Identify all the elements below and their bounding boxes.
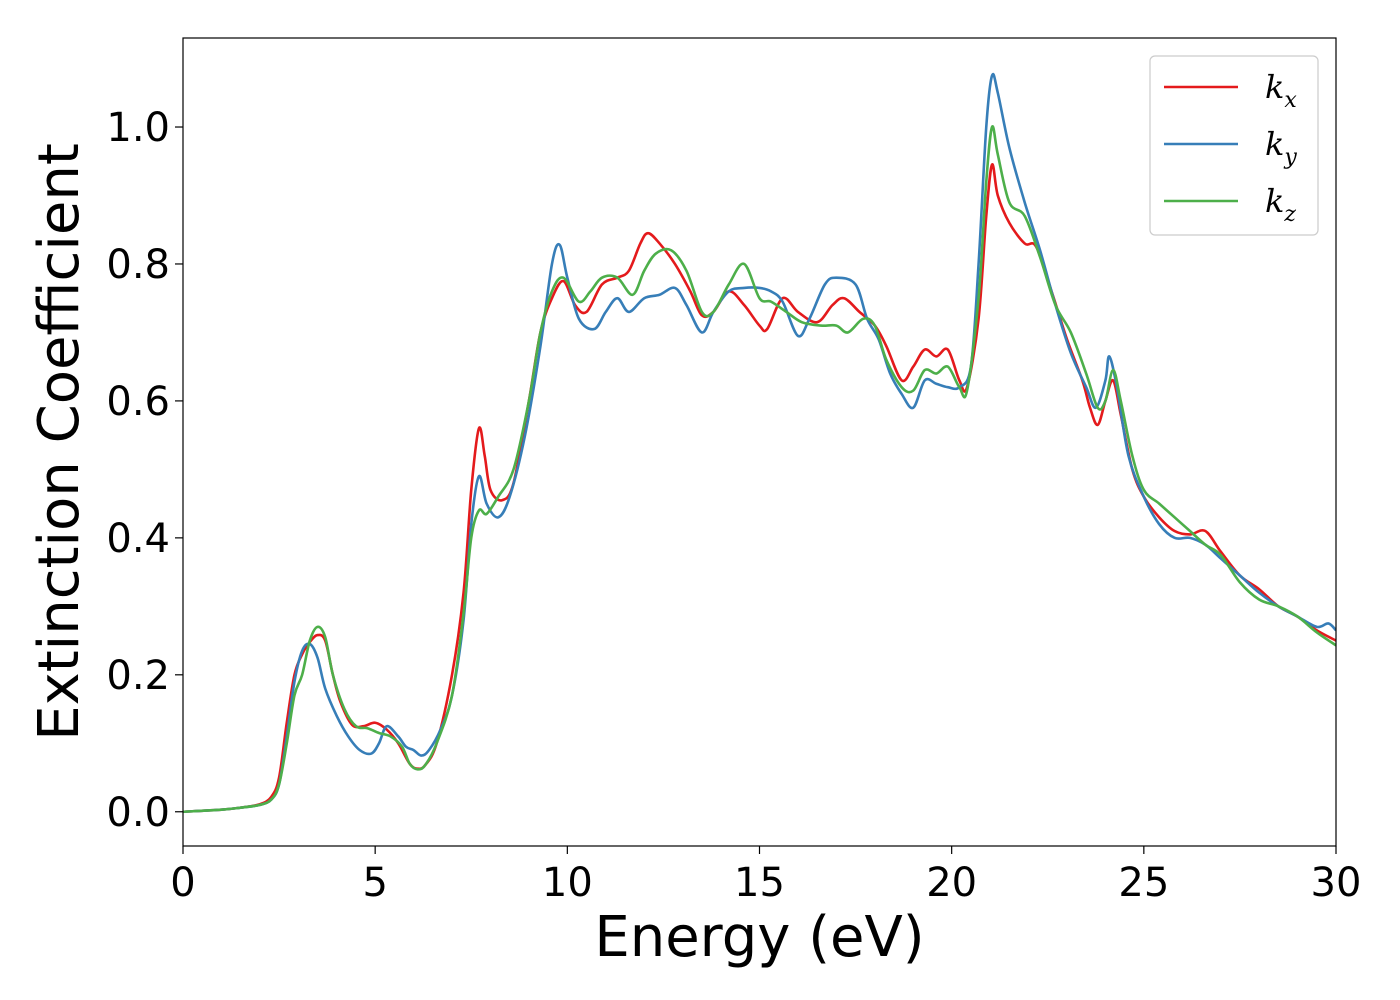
series-line-ky <box>183 72 1336 814</box>
x-tick-label: 15 <box>734 860 785 906</box>
series-line-kz <box>183 125 1336 814</box>
legend: kx ky kz <box>1149 55 1319 236</box>
x-axis-label: Energy (eV) <box>594 905 924 970</box>
y-tick-label: 0.4 <box>106 516 170 562</box>
legend-label-ky: ky <box>1265 125 1297 170</box>
y-tick-label: 0.8 <box>106 242 170 288</box>
series-layer <box>183 72 1336 814</box>
y-axis-label: Extinction Coefficient <box>27 143 92 741</box>
y-tick-label: 0.6 <box>106 379 170 425</box>
y-axis: 0.0 0.2 0.4 0.6 0.8 1.0 <box>106 105 183 836</box>
x-tick-label: 20 <box>926 860 977 906</box>
y-tick-label: 0.2 <box>106 653 170 699</box>
legend-label-kx: kx <box>1265 68 1297 113</box>
legend-label-kz: kz <box>1265 182 1296 227</box>
x-axis: 0 5 10 15 20 25 30 <box>170 846 1361 906</box>
x-tick-label: 30 <box>1311 860 1362 906</box>
x-tick-label: 5 <box>362 860 387 906</box>
x-tick-label: 10 <box>542 860 593 906</box>
x-tick-label: 25 <box>1118 860 1169 906</box>
y-tick-label: 1.0 <box>106 105 170 151</box>
legend-box <box>1149 55 1319 236</box>
y-tick-label: 0.0 <box>106 790 170 836</box>
x-tick-label: 0 <box>170 860 195 906</box>
